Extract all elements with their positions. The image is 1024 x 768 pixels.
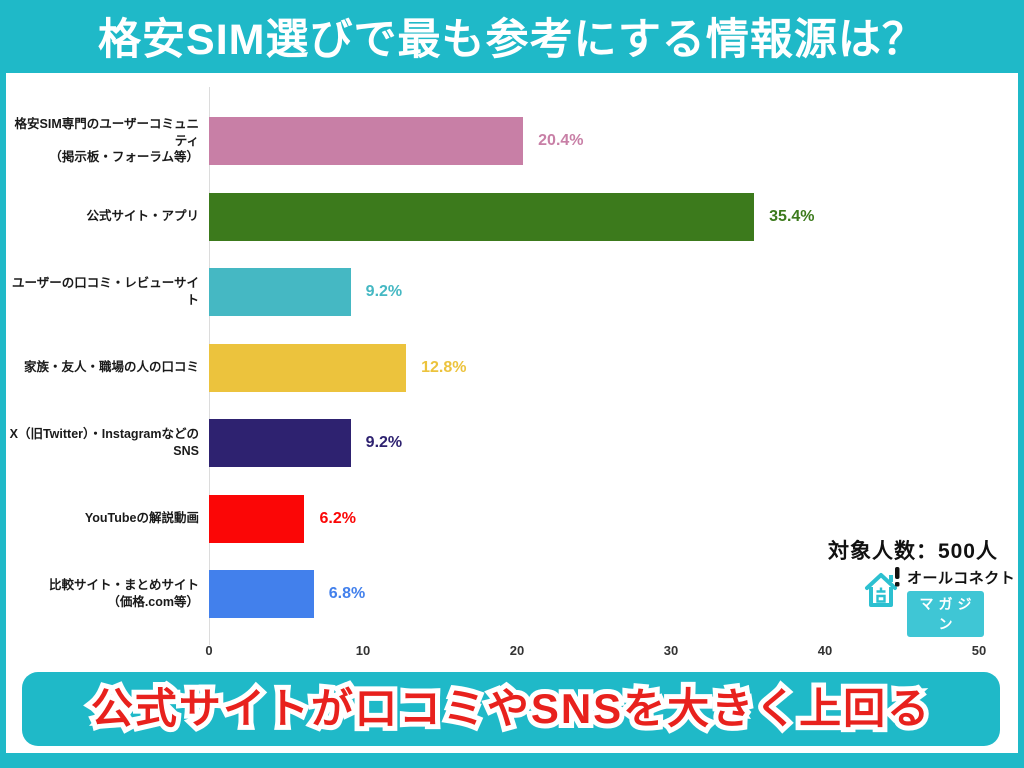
bar-track: 6.8% xyxy=(209,570,1008,618)
x-tick-label: 0 xyxy=(205,643,213,658)
chart-bar-row: YouTubeの解説動画 6.2% xyxy=(6,494,1008,543)
bar xyxy=(209,117,524,165)
x-axis-ticks: 0 10 20 30 40 50 xyxy=(6,643,1018,661)
category-label: 公式サイト・アプリ xyxy=(86,209,199,224)
logo-name: オールコネクト xyxy=(907,570,1016,587)
bar-track: 12.8% xyxy=(209,343,1008,392)
chart-card: 格安SIM専門のユーザーコミュニティ （掲示板・フォーラム等） 20.4% 公式… xyxy=(6,73,1018,753)
bar xyxy=(209,343,407,392)
category-label: 比較サイト・まとめサイト （価格.com等） xyxy=(48,578,199,609)
logo-badge: マガジン xyxy=(907,591,984,637)
bar-track: 9.2% xyxy=(209,419,1008,467)
bar-track: 20.4% xyxy=(209,117,1008,165)
footer-banner: 公式サイトが口コミやSNSを大きく上回る 公式サイトが口コミやSNSを大きく上回… xyxy=(22,672,1000,746)
chart-bar-row: 格安SIM専門のユーザーコミュニティ （掲示板・フォーラム等） 20.4% xyxy=(6,117,1008,165)
x-tick-label: 40 xyxy=(817,643,833,658)
bar-value-label: 9.2% xyxy=(365,283,403,300)
category-label: 格安SIM専門のユーザーコミュニティ （掲示板・フォーラム等） xyxy=(14,116,199,165)
x-tick-label: 30 xyxy=(663,643,679,658)
brand-logo: オールコネクト マガジン xyxy=(864,567,1015,637)
bar-track: 9.2% xyxy=(209,268,1008,316)
category-label: ユーザーの口コミ・レビューサイト xyxy=(11,276,199,307)
bar-value-label: 6.2% xyxy=(319,509,356,527)
chart-bar-row: 公式サイト・アプリ 35.4% xyxy=(6,192,1008,241)
sample-size-label: 対象人数：500人 xyxy=(827,540,998,563)
bar-value-label: 6.8% xyxy=(328,585,366,602)
bar xyxy=(209,494,305,543)
chart-bar-row: 家族・友人・職場の人の口コミ 12.8% xyxy=(6,343,1008,392)
bar-value-label: 12.8% xyxy=(421,358,467,376)
x-tick-label: 20 xyxy=(509,643,525,658)
x-tick-label: 50 xyxy=(971,643,987,658)
bar xyxy=(209,192,755,241)
footer-headline: 公式サイトが口コミやSNSを大きく上回る 公式サイトが口コミやSNSを大きく上回… xyxy=(22,672,1000,746)
bar-value-label: 9.2% xyxy=(365,434,403,451)
footer-headline-outline: 公式サイトが口コミやSNSを大きく上回る xyxy=(86,680,934,737)
page-title: 格安SIM選びで最も参考にする情報源は？ xyxy=(98,16,926,64)
bar xyxy=(209,570,314,618)
category-label: 家族・友人・職場の人の口コミ xyxy=(23,360,199,375)
title-band: 格安SIM選びで最も参考にする情報源は？ xyxy=(0,0,1024,72)
bar-value-label: 20.4% xyxy=(538,132,584,149)
bar-track: 35.4% xyxy=(209,192,1008,241)
logo-text: オールコネクト マガジン xyxy=(907,567,1015,637)
chart-bar-row: X（旧Twitter）・InstagramなどのSNS 9.2% xyxy=(6,419,1008,467)
bar xyxy=(209,419,351,467)
category-label: X（旧Twitter）・InstagramなどのSNS xyxy=(9,427,199,458)
chart-bar-row: ユーザーの口コミ・レビューサイト 9.2% xyxy=(6,268,1008,316)
category-label: YouTubeの解説動画 xyxy=(84,511,199,526)
x-tick-label: 10 xyxy=(355,643,371,658)
bar-track: 6.2% xyxy=(209,494,1008,543)
bar-value-label: 35.4% xyxy=(769,207,815,225)
footer-headline-text: 公式サイトが口コミやSNSを大きく上回る xyxy=(90,685,932,732)
house-icon xyxy=(864,567,900,614)
bar xyxy=(209,268,351,316)
chart-bar-row: 比較サイト・まとめサイト （価格.com等） 6.8% xyxy=(6,570,1008,618)
